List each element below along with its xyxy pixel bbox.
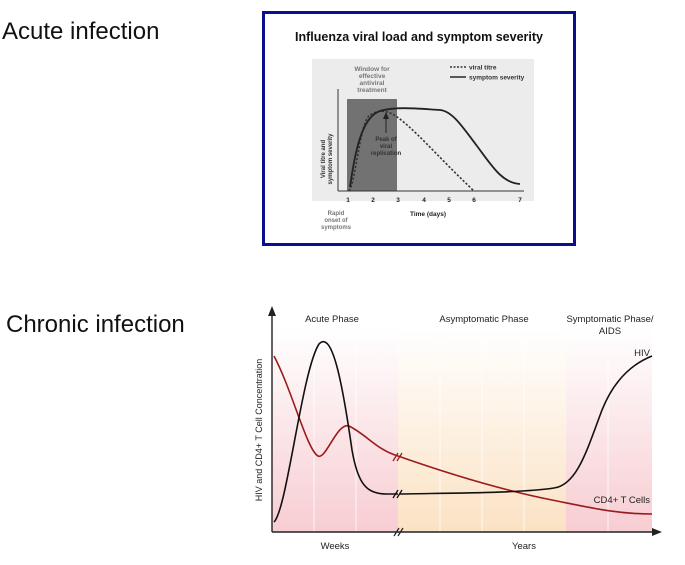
window-label-line-3: antiviral	[360, 80, 385, 87]
influenza-figure: Influenza viral load and symptom severit…	[262, 11, 576, 246]
x-tick-5: 5	[447, 197, 451, 204]
cd4-series-label: CD4+ T Cells	[594, 495, 651, 506]
x-tick-2: 2	[371, 197, 375, 204]
x-tick-3: 3	[396, 197, 400, 204]
weeks-label: Weeks	[321, 541, 350, 552]
peak-arrow-head	[383, 112, 389, 119]
legend-viral-label: viral titre	[469, 65, 497, 72]
window-label-line-4: treatment	[357, 87, 387, 94]
x-tick-1: 1	[346, 197, 350, 204]
x-tick-4: 4	[422, 197, 426, 204]
window-label-line-2: effective	[359, 73, 386, 80]
symptomatic-phase-label-line-2: AIDS	[599, 326, 621, 337]
hiv-ylabel: HIV and CD4+ T Cell Concentration	[254, 359, 264, 502]
symptomatic-phase-band	[566, 328, 652, 532]
legend-symptom-label: symptom severity	[469, 75, 525, 82]
hiv-curve-acute	[273, 341, 398, 523]
flu-ylabel-line-1: Viral titre and	[321, 140, 327, 179]
asymptomatic-phase-label: Asymptomatic Phase	[439, 314, 528, 325]
onset-label-line-2: onset of	[324, 218, 348, 224]
y-axis-arrowhead	[268, 306, 276, 316]
x-tick-7: 7	[518, 197, 522, 204]
chronic-infection-label: Chronic infection	[6, 311, 185, 338]
peak-label-line-1: Peak of	[375, 137, 397, 143]
flu-chart-title: Influenza viral load and symptom severit…	[295, 30, 543, 44]
viral-titre-curve	[348, 110, 475, 192]
onset-label-line-1: Rapid	[328, 211, 345, 217]
x-axis-arrowhead	[652, 528, 662, 536]
hiv-chart: Acute Phase Asymptomatic Phase Symptomat…	[254, 306, 662, 552]
years-label: Years	[512, 541, 536, 552]
peak-label-line-3: replication	[371, 151, 402, 157]
cd4-curve	[273, 355, 653, 515]
onset-label-line-3: symptoms	[321, 225, 352, 231]
influenza-chart: Influenza viral load and symptom severit…	[262, 11, 576, 246]
flu-ylabel-line-2: symptom severity	[328, 133, 334, 185]
symptom-severity-curve	[349, 107, 521, 188]
hiv-series-label: HIV	[634, 348, 651, 359]
peak-label-line-2: viral	[380, 144, 393, 150]
symptomatic-phase-label-line-1: Symptomatic Phase/	[566, 314, 653, 325]
acute-phase-label: Acute Phase	[305, 314, 359, 325]
flu-xlabel: Time (days)	[410, 211, 446, 218]
acute-infection-label: Acute infection	[2, 18, 160, 45]
hiv-figure: Acute Phase Asymptomatic Phase Symptomat…	[252, 300, 672, 560]
x-tick-6: 6	[472, 197, 476, 204]
window-label-line-1: Window for	[354, 66, 390, 73]
hiv-curve-chronic	[399, 355, 653, 495]
